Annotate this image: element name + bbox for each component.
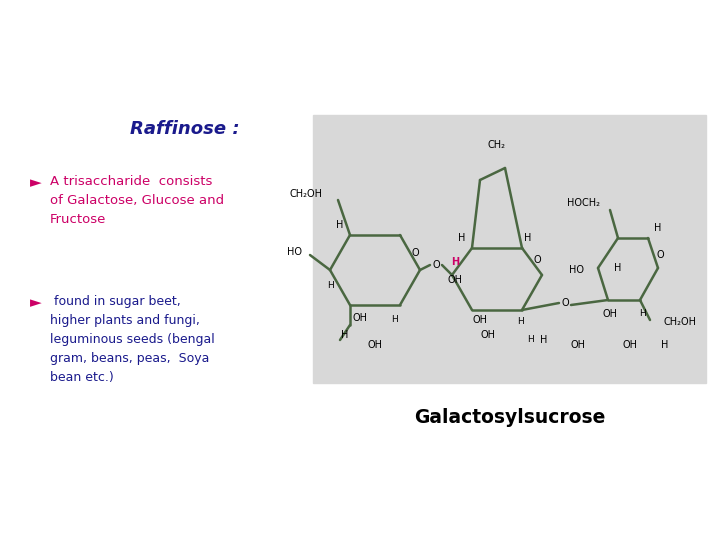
Text: ►: ► xyxy=(30,295,42,310)
Text: H: H xyxy=(341,330,348,340)
Text: H: H xyxy=(459,233,466,243)
Text: H: H xyxy=(524,233,531,243)
Text: HO: HO xyxy=(287,247,302,257)
Text: H: H xyxy=(526,335,534,345)
Text: OH: OH xyxy=(603,309,618,319)
Text: H: H xyxy=(517,318,523,327)
Text: OH: OH xyxy=(570,340,585,350)
Text: OH: OH xyxy=(353,313,367,323)
Text: ►: ► xyxy=(30,175,42,190)
Text: OH: OH xyxy=(367,340,382,350)
Text: OH: OH xyxy=(472,315,487,325)
Text: OH: OH xyxy=(448,275,462,285)
Text: found in sugar beet,
higher plants and fungi,
leguminous seeds (bengal
gram, bea: found in sugar beet, higher plants and f… xyxy=(50,295,215,384)
Text: H: H xyxy=(540,335,548,345)
Text: OH: OH xyxy=(623,340,637,350)
Text: H: H xyxy=(392,315,398,325)
Text: HO: HO xyxy=(569,265,584,275)
Text: Raffinose :: Raffinose : xyxy=(130,120,240,138)
Text: O: O xyxy=(411,248,419,258)
Text: O: O xyxy=(656,250,664,260)
Bar xyxy=(313,115,706,383)
Text: H: H xyxy=(654,223,662,233)
Text: H: H xyxy=(661,340,669,350)
Text: H: H xyxy=(639,309,645,319)
Text: A trisaccharide  consists
of Galactose, Glucose and
Fructose: A trisaccharide consists of Galactose, G… xyxy=(50,175,224,226)
Text: OH: OH xyxy=(480,330,495,340)
Text: H: H xyxy=(451,257,459,267)
Text: O: O xyxy=(432,260,440,270)
Text: Galactosylsucrose: Galactosylsucrose xyxy=(414,408,606,427)
Text: H: H xyxy=(614,263,621,273)
Text: H: H xyxy=(336,220,343,230)
Text: CH₂OH: CH₂OH xyxy=(290,189,323,199)
Text: O: O xyxy=(534,255,541,265)
Text: H: H xyxy=(327,280,333,289)
Text: HOCH₂: HOCH₂ xyxy=(567,198,600,208)
Text: CH₂: CH₂ xyxy=(488,140,506,150)
Text: O: O xyxy=(561,298,569,308)
Text: CH₂OH: CH₂OH xyxy=(663,317,696,327)
